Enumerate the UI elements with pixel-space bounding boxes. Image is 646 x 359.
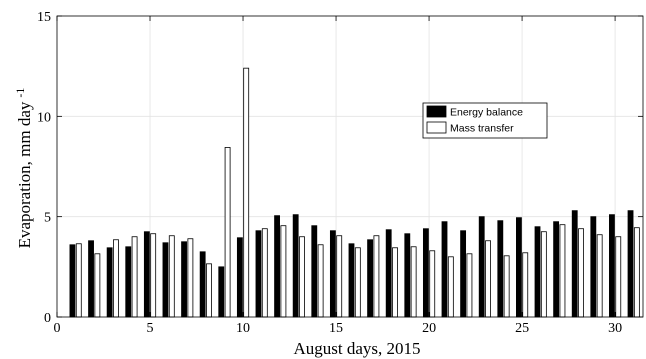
x-tick-label: 25 xyxy=(515,321,529,336)
bar-energy-balance-day-11 xyxy=(255,230,262,318)
bar-energy-balance-day-20 xyxy=(422,228,429,318)
bar-energy-balance-day-29 xyxy=(590,216,597,318)
bar-mass-transfer-day-22 xyxy=(466,253,473,318)
bar-mass-transfer-day-4 xyxy=(131,236,138,318)
legend-label-energy-balance: Energy balance xyxy=(450,107,523,119)
bar-energy-balance-day-8 xyxy=(199,251,206,318)
bar-mass-transfer-day-7 xyxy=(187,238,194,318)
bar-energy-balance-day-1 xyxy=(69,244,76,318)
bar-energy-balance-day-12 xyxy=(274,215,280,318)
x-axis-label: August days, 2015 xyxy=(293,339,420,358)
bar-mass-transfer-day-17 xyxy=(373,235,380,318)
legend-label-mass-transfer: Mass transfer xyxy=(450,123,514,135)
bar-energy-balance-day-2 xyxy=(88,240,94,318)
bar-mass-transfer-day-6 xyxy=(168,235,175,318)
bar-mass-transfer-day-14 xyxy=(317,244,324,318)
bar-energy-balance-day-14 xyxy=(311,225,318,318)
x-tick-label: 0 xyxy=(54,321,61,336)
bar-energy-balance-day-22 xyxy=(460,230,467,318)
legend-swatch-energy-balance xyxy=(426,105,447,118)
plot-frame xyxy=(56,15,644,318)
y-tick-label: 15 xyxy=(37,10,51,25)
bar-mass-transfer-day-1 xyxy=(75,243,82,318)
axis-ticks xyxy=(56,15,643,318)
x-tick-label: 20 xyxy=(422,321,436,336)
y-axis-label: Evaporation, mm day -1 xyxy=(13,88,34,249)
y-axis-label-text: Evaporation, mm day xyxy=(15,101,34,248)
x-tick-label: 10 xyxy=(236,321,250,336)
bar-mass-transfer-day-13 xyxy=(299,236,305,318)
legend-swatch-mass-transfer xyxy=(426,121,447,134)
bar-mass-transfer-day-20 xyxy=(429,250,436,318)
bar-energy-balance-day-7 xyxy=(181,241,187,318)
bar-energy-balance-day-27 xyxy=(553,221,560,318)
bar-mass-transfer-day-29 xyxy=(596,234,603,318)
y-tick-label: 10 xyxy=(37,110,51,125)
bar-energy-balance-day-19 xyxy=(404,233,411,318)
bar-mass-transfer-day-28 xyxy=(578,228,584,318)
bar-mass-transfer-day-9 xyxy=(224,147,231,318)
bar-energy-balance-day-3 xyxy=(106,247,113,318)
bar-energy-balance-day-6 xyxy=(162,242,169,318)
bar-mass-transfer-day-24 xyxy=(503,255,510,318)
bar-energy-balance-day-25 xyxy=(516,217,522,318)
grid-lines xyxy=(57,16,643,317)
bar-mass-transfer-day-10 xyxy=(243,67,250,318)
bar-mass-transfer-day-19 xyxy=(410,246,417,318)
y-tick-label: 0 xyxy=(44,311,51,326)
bar-mass-transfer-day-15 xyxy=(336,235,343,318)
x-tick-label: 15 xyxy=(329,321,343,336)
bar-mass-transfer-day-11 xyxy=(261,228,268,318)
bar-mass-transfer-day-31 xyxy=(633,227,640,318)
bar-energy-balance-day-4 xyxy=(125,246,132,318)
bar-energy-balance-day-18 xyxy=(385,229,392,318)
bar-mass-transfer-day-12 xyxy=(280,225,287,318)
bar-energy-balance-day-15 xyxy=(329,230,336,318)
x-tick-label: 5 xyxy=(147,321,154,336)
bar-mass-transfer-day-26 xyxy=(540,231,547,318)
bar-mass-transfer-day-18 xyxy=(392,247,398,318)
bar-energy-balance-day-21 xyxy=(441,221,448,318)
bar-mass-transfer-day-27 xyxy=(559,224,566,318)
bar-energy-balance-day-17 xyxy=(367,239,374,318)
bar-mass-transfer-day-16 xyxy=(354,247,361,318)
bar-energy-balance-day-26 xyxy=(534,226,541,318)
bar-energy-balance-day-24 xyxy=(497,220,504,318)
bar-mass-transfer-day-25 xyxy=(522,252,529,318)
y-axis-label-group: Evaporation, mm day -1 xyxy=(13,88,34,249)
bar-mass-transfer-day-5 xyxy=(150,233,157,318)
x-tick-label: 30 xyxy=(608,321,622,336)
bar-mass-transfer-day-23 xyxy=(485,240,491,318)
bar-energy-balance-day-16 xyxy=(348,243,355,318)
bar-energy-balance-day-5 xyxy=(143,231,150,318)
y-tick-label: 5 xyxy=(44,211,51,226)
y-axis-label-superscript: -1 xyxy=(13,88,27,98)
bars-group xyxy=(69,67,640,318)
bar-energy-balance-day-30 xyxy=(609,214,615,318)
bar-energy-balance-day-13 xyxy=(292,214,299,318)
bar-energy-balance-day-9 xyxy=(218,266,225,318)
bar-mass-transfer-day-8 xyxy=(206,263,212,318)
bar-energy-balance-day-10 xyxy=(236,237,243,318)
bar-mass-transfer-day-30 xyxy=(615,236,622,318)
bar-mass-transfer-day-2 xyxy=(94,253,101,318)
legend: Energy balance Mass transfer xyxy=(422,102,548,139)
bar-energy-balance-day-23 xyxy=(478,216,485,318)
bar-energy-balance-day-31 xyxy=(627,210,634,318)
axis-tick-labels: 0 5 10 15 20 25 30 0 5 10 15 xyxy=(37,10,622,336)
bar-mass-transfer-day-21 xyxy=(447,256,454,318)
bar-mass-transfer-day-3 xyxy=(113,239,119,318)
bar-energy-balance-day-28 xyxy=(571,210,578,318)
